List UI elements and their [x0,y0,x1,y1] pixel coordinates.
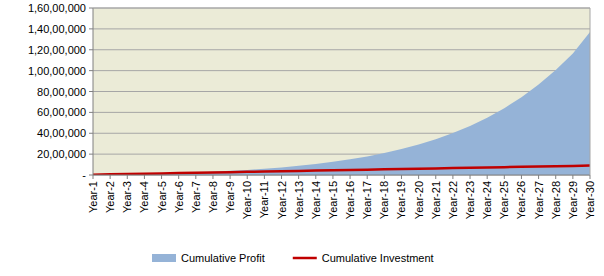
x-tick [264,175,265,179]
legend: Cumulative Profit Cumulative Investment [152,252,434,264]
x-tick-label: Year-8 [207,181,219,213]
x-tick [212,175,213,179]
x-tick-label: Year-23 [464,181,476,219]
y-tick-label: 1,20,00,000 [28,44,86,56]
x-tick [487,175,488,179]
x-tick [230,175,231,179]
legend-label: Cumulative Profit [181,252,265,264]
y-tick-label: 1,00,00,000 [28,65,86,77]
x-tick [401,175,402,179]
x-tick [538,175,539,179]
x-tick [384,175,385,179]
y-tick-label: - [82,169,86,181]
x-tick-label: Year-11 [258,181,270,218]
x-axis [93,175,590,176]
x-tick-label: Year-21 [430,181,442,219]
x-tick-label: Year-5 [156,181,168,213]
x-tick-label: Year-14 [310,181,322,219]
x-tick-label: Year-26 [515,181,527,219]
x-tick [161,175,162,179]
x-tick-label: Year-22 [447,181,459,219]
area-series [93,32,590,175]
y-tick-label: 1,60,00,000 [28,2,86,14]
x-tick [195,175,196,179]
plot-frame [590,8,591,175]
x-tick-label: Year-1 [87,181,99,213]
x-tick [144,175,145,179]
y-tick-label: 80,00,000 [37,86,86,98]
x-tick [521,175,522,179]
grid-line [93,8,590,9]
x-tick-label: Year-16 [344,181,356,219]
grid-line [93,91,590,92]
y-tick [89,154,93,155]
x-tick-label: Year-30 [584,181,596,219]
legend-swatch [152,254,176,262]
x-tick-label: Year-7 [190,181,202,213]
grid-line [93,70,590,71]
x-tick [298,175,299,179]
line-series [93,166,590,175]
x-tick [110,175,111,179]
x-tick-label: Year-24 [481,181,493,219]
x-tick-label: Year-10 [241,181,253,219]
y-tick [89,175,93,176]
x-tick [435,175,436,179]
x-tick [281,175,282,179]
x-tick-label: Year-20 [413,181,425,219]
x-tick [350,175,351,179]
x-tick [178,175,179,179]
x-tick [572,175,573,179]
y-tick [89,133,93,134]
x-tick [127,175,128,179]
x-tick-label: Year-27 [533,181,545,219]
x-tick-label: Year-18 [378,181,390,219]
x-tick [590,175,591,179]
x-tick-label: Year-3 [121,181,133,213]
y-tick [89,70,93,71]
x-tick [418,175,419,179]
x-tick-label: Year-29 [567,181,579,219]
y-tick [89,112,93,113]
x-tick [93,175,94,179]
x-tick-label: Year-12 [276,181,288,219]
x-tick-label: Year-19 [395,181,407,219]
y-tick-label: 40,00,000 [37,127,86,139]
x-tick [332,175,333,179]
x-tick-label: Year-25 [498,181,510,219]
y-tick-label: 20,00,000 [37,148,86,160]
y-tick [89,91,93,92]
grid-line [93,175,590,176]
x-tick [452,175,453,179]
legend-swatch [293,257,317,260]
x-tick [315,175,316,179]
chart: - 20,00,000 40,00,000 60,00,000 80,00,000 1,0… [0,0,604,276]
x-tick-label: Year-17 [361,181,373,219]
x-tick [504,175,505,179]
plot-marks [93,32,590,175]
x-tick-label: Year-15 [327,181,339,219]
grid-line [93,49,590,50]
y-tick [89,28,93,29]
y-tick-label: 1,40,00,000 [28,23,86,35]
x-tick-label: Year-4 [138,181,150,213]
legend-label: Cumulative Investment [322,252,434,264]
x-tick-label: Year-9 [224,181,236,213]
x-tick [555,175,556,179]
x-tick-label: Year-28 [550,181,562,219]
grid-line [93,28,590,29]
x-tick-label: Year-6 [173,181,185,213]
x-tick-label: Year-13 [293,181,305,219]
plot-frame [93,8,590,9]
y-axis [93,8,94,175]
plot-area [93,8,590,175]
x-tick [470,175,471,179]
x-tick [247,175,248,179]
y-tick [89,49,93,50]
x-tick [367,175,368,179]
y-tick-label: 60,00,000 [37,106,86,118]
x-tick-label: Year-2 [104,181,116,213]
y-tick [89,8,93,9]
